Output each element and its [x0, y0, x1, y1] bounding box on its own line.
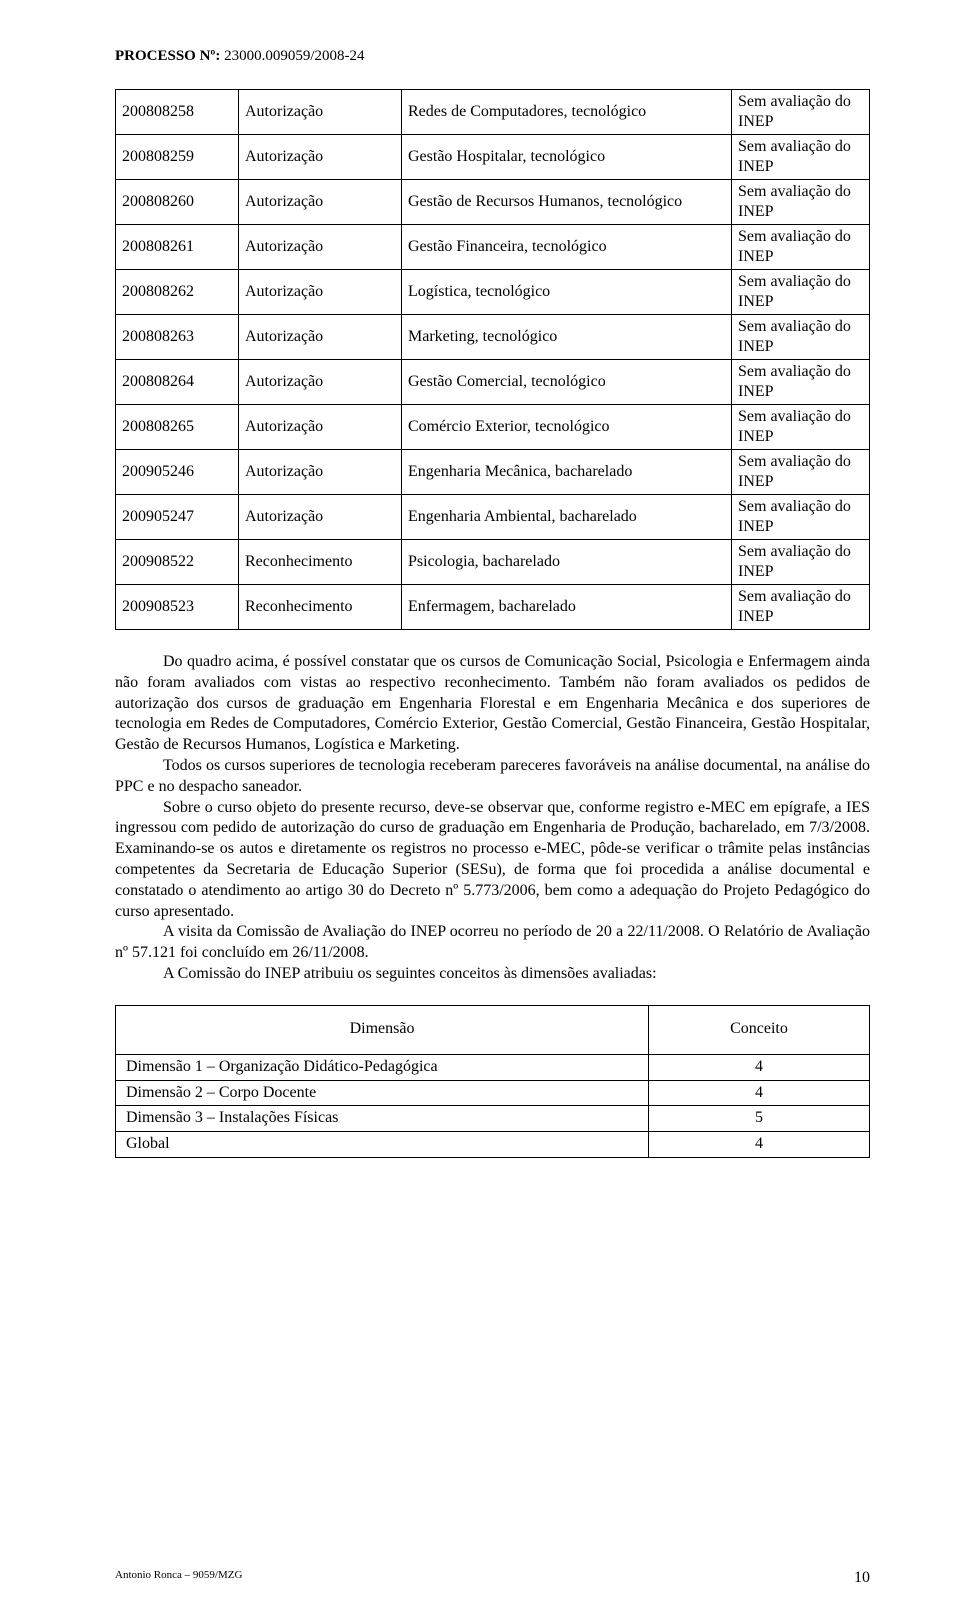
table-cell: Autorização: [239, 450, 402, 495]
table-cell: Logística, tecnológico: [402, 270, 732, 315]
table-cell: Sem avaliação do INEP: [732, 405, 870, 450]
table-cell: Gestão Hospitalar, tecnológico: [402, 135, 732, 180]
table-cell: Sem avaliação do INEP: [732, 495, 870, 540]
table-cell: Autorização: [239, 360, 402, 405]
dimension-value: 5: [649, 1106, 870, 1132]
footer-credit: Antonio Ronca – 9059/MZG: [115, 1569, 242, 1581]
body-text: Do quadro acima, é possível constatar qu…: [115, 652, 870, 985]
dimension-value: 4: [649, 1132, 870, 1158]
paragraph-2: Todos os cursos superiores de tecnologia…: [115, 756, 870, 798]
page-number: 10: [854, 1569, 870, 1587]
page: PROCESSO Nº: 23000.009059/2008-24 200808…: [0, 0, 960, 1615]
dimensions-header-row: Dimensão Conceito: [116, 1005, 870, 1054]
dimension-value: 4: [649, 1054, 870, 1080]
table-row: 200808263AutorizaçãoMarketing, tecnológi…: [116, 315, 870, 360]
page-footer: Antonio Ronca – 9059/MZG 10: [115, 1569, 870, 1587]
table-cell: Reconhecimento: [239, 540, 402, 585]
table-cell: Autorização: [239, 405, 402, 450]
table-cell: 200808265: [116, 405, 239, 450]
table-row: 200908522ReconhecimentoPsicologia, bacha…: [116, 540, 870, 585]
table-cell: Autorização: [239, 495, 402, 540]
table-cell: Enfermagem, bacharelado: [402, 585, 732, 630]
table-row: 200808262AutorizaçãoLogística, tecnológi…: [116, 270, 870, 315]
table-row: 200905246AutorizaçãoEngenharia Mecânica,…: [116, 450, 870, 495]
table-cell: Sem avaliação do INEP: [732, 315, 870, 360]
paragraph-4: A visita da Comissão de Avaliação do INE…: [115, 922, 870, 964]
paragraph-3: Sobre o curso objeto do presente recurso…: [115, 798, 870, 923]
table-cell: Sem avaliação do INEP: [732, 585, 870, 630]
dimensions-header-conceito: Conceito: [649, 1005, 870, 1054]
table-cell: Sem avaliação do INEP: [732, 225, 870, 270]
table-cell: Autorização: [239, 315, 402, 360]
processo-label: PROCESSO Nº:: [115, 48, 220, 64]
table-cell: Sem avaliação do INEP: [732, 90, 870, 135]
table-cell: Sem avaliação do INEP: [732, 360, 870, 405]
table-cell: Autorização: [239, 225, 402, 270]
dimension-label: Dimensão 1 – Organização Didático-Pedagó…: [116, 1054, 649, 1080]
table-row: 200808264AutorizaçãoGestão Comercial, te…: [116, 360, 870, 405]
dimensions-table: Dimensão Conceito Dimensão 1 – Organizaç…: [115, 1005, 870, 1158]
table-cell: Marketing, tecnológico: [402, 315, 732, 360]
processo-number: 23000.009059/2008-24: [224, 48, 364, 64]
dimension-label: Global: [116, 1132, 649, 1158]
table-cell: 200808264: [116, 360, 239, 405]
table-cell: Sem avaliação do INEP: [732, 540, 870, 585]
table-cell: Gestão de Recursos Humanos, tecnológico: [402, 180, 732, 225]
table-row: Dimensão 1 – Organização Didático-Pedagó…: [116, 1054, 870, 1080]
table-cell: Autorização: [239, 90, 402, 135]
table-cell: Sem avaliação do INEP: [732, 180, 870, 225]
table-row: Global4: [116, 1132, 870, 1158]
table-row: 200908523ReconhecimentoEnfermagem, bacha…: [116, 585, 870, 630]
table-row: Dimensão 3 – Instalações Físicas5: [116, 1106, 870, 1132]
table-cell: Autorização: [239, 270, 402, 315]
table-row: 200905247AutorizaçãoEngenharia Ambiental…: [116, 495, 870, 540]
table-cell: Redes de Computadores, tecnológico: [402, 90, 732, 135]
table-cell: Gestão Financeira, tecnológico: [402, 225, 732, 270]
processo-header: PROCESSO Nº: 23000.009059/2008-24: [115, 48, 870, 65]
table-cell: 200808260: [116, 180, 239, 225]
table-cell: Comércio Exterior, tecnológico: [402, 405, 732, 450]
dimensions-header-dimensao: Dimensão: [116, 1005, 649, 1054]
table-cell: Gestão Comercial, tecnológico: [402, 360, 732, 405]
table-cell: Sem avaliação do INEP: [732, 270, 870, 315]
paragraph-5: A Comissão do INEP atribuiu os seguintes…: [115, 964, 870, 985]
courses-table: 200808258AutorizaçãoRedes de Computadore…: [115, 89, 870, 630]
table-cell: 200908523: [116, 585, 239, 630]
table-cell: Sem avaliação do INEP: [732, 450, 870, 495]
dimension-value: 4: [649, 1080, 870, 1106]
table-cell: Autorização: [239, 135, 402, 180]
paragraph-1: Do quadro acima, é possível constatar qu…: [115, 652, 870, 756]
table-cell: 200905247: [116, 495, 239, 540]
table-cell: 200905246: [116, 450, 239, 495]
table-cell: 200808259: [116, 135, 239, 180]
table-row: Dimensão 2 – Corpo Docente4: [116, 1080, 870, 1106]
table-cell: Reconhecimento: [239, 585, 402, 630]
table-row: 200808259AutorizaçãoGestão Hospitalar, t…: [116, 135, 870, 180]
table-cell: Psicologia, bacharelado: [402, 540, 732, 585]
table-cell: Sem avaliação do INEP: [732, 135, 870, 180]
table-row: 200808260AutorizaçãoGestão de Recursos H…: [116, 180, 870, 225]
table-row: 200808265AutorizaçãoComércio Exterior, t…: [116, 405, 870, 450]
table-cell: Engenharia Mecânica, bacharelado: [402, 450, 732, 495]
table-row: 200808258AutorizaçãoRedes de Computadore…: [116, 90, 870, 135]
table-cell: 200808261: [116, 225, 239, 270]
table-cell: 200808263: [116, 315, 239, 360]
table-cell: Autorização: [239, 180, 402, 225]
table-cell: 200808258: [116, 90, 239, 135]
table-row: 200808261AutorizaçãoGestão Financeira, t…: [116, 225, 870, 270]
table-cell: 200908522: [116, 540, 239, 585]
dimension-label: Dimensão 2 – Corpo Docente: [116, 1080, 649, 1106]
table-cell: 200808262: [116, 270, 239, 315]
dimension-label: Dimensão 3 – Instalações Físicas: [116, 1106, 649, 1132]
table-cell: Engenharia Ambiental, bacharelado: [402, 495, 732, 540]
